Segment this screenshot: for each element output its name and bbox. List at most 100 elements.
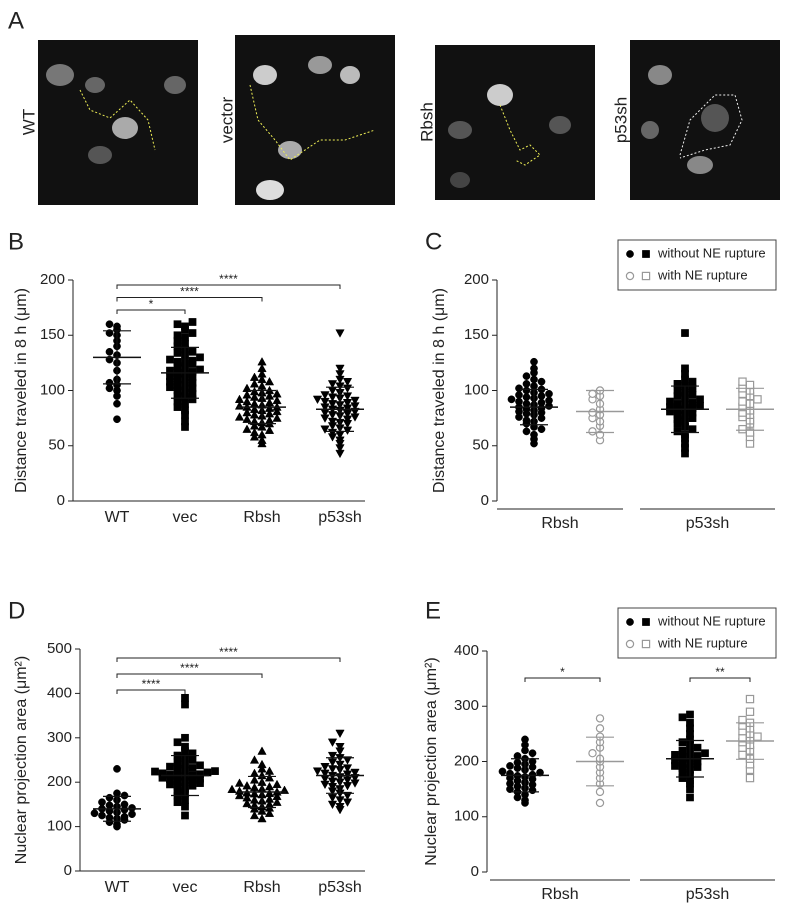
legend-marker bbox=[642, 250, 650, 258]
data-point bbox=[188, 367, 197, 376]
data-point bbox=[272, 779, 282, 789]
data-point bbox=[257, 422, 267, 431]
data-point bbox=[522, 386, 531, 395]
data-point bbox=[738, 397, 747, 406]
data-point bbox=[257, 435, 267, 444]
data-point bbox=[105, 801, 114, 810]
nucleus bbox=[256, 180, 284, 200]
data-point bbox=[264, 808, 275, 817]
data-point bbox=[181, 399, 189, 408]
data-point bbox=[120, 812, 129, 821]
data-point bbox=[342, 378, 353, 387]
data-point bbox=[257, 764, 267, 773]
data-point bbox=[173, 381, 182, 389]
data-point bbox=[188, 764, 197, 772]
legend-marker bbox=[626, 250, 634, 258]
data-point bbox=[120, 800, 129, 809]
nucleus bbox=[641, 121, 659, 139]
data-point bbox=[264, 408, 275, 418]
data-point bbox=[257, 357, 267, 366]
data-point bbox=[113, 399, 121, 408]
data-point bbox=[530, 430, 538, 439]
significance-label: **** bbox=[219, 272, 238, 286]
data-point bbox=[249, 755, 260, 764]
data-point bbox=[272, 395, 282, 405]
data-point bbox=[515, 391, 523, 399]
data-point bbox=[249, 810, 260, 820]
nucleus bbox=[85, 77, 105, 93]
data-point bbox=[188, 749, 197, 758]
data-point bbox=[673, 399, 682, 408]
data-point bbox=[312, 767, 323, 776]
data-point bbox=[105, 378, 114, 387]
data-point bbox=[227, 784, 237, 793]
data-point bbox=[257, 369, 267, 378]
x-tick-label: vec bbox=[173, 879, 198, 896]
legend-label: with NE rupture bbox=[657, 267, 748, 282]
data-point bbox=[196, 365, 204, 374]
data-point bbox=[686, 718, 694, 727]
data-point bbox=[272, 389, 282, 398]
data-point bbox=[196, 353, 204, 362]
data-point bbox=[515, 384, 523, 393]
data-point bbox=[745, 773, 755, 783]
legend-marker bbox=[626, 618, 634, 626]
panel-label: E bbox=[425, 597, 441, 624]
data-point bbox=[537, 392, 546, 400]
data-point bbox=[272, 406, 282, 416]
significance-label: * bbox=[149, 297, 154, 311]
data-point bbox=[738, 424, 747, 434]
y-tick-label: 150 bbox=[464, 326, 489, 343]
data-point bbox=[264, 397, 275, 407]
data-point bbox=[753, 395, 762, 404]
data-point bbox=[678, 738, 687, 747]
track bbox=[249, 84, 376, 161]
data-point bbox=[166, 366, 174, 375]
panel-label: B bbox=[8, 228, 24, 255]
data-point bbox=[264, 766, 275, 775]
significance-label: ** bbox=[715, 665, 725, 679]
data-point bbox=[188, 356, 197, 365]
data-point bbox=[536, 768, 544, 777]
y-axis-label: Nuclear projection area (μm²) bbox=[13, 656, 30, 864]
data-point bbox=[257, 381, 267, 390]
data-point bbox=[595, 714, 605, 723]
data-point bbox=[181, 733, 189, 742]
data-point bbox=[242, 424, 252, 433]
micrographs bbox=[38, 35, 780, 205]
nucleus bbox=[164, 76, 186, 94]
image-label: WT bbox=[19, 109, 38, 135]
data-point bbox=[264, 781, 275, 791]
nucleus bbox=[687, 156, 713, 174]
nucleus bbox=[549, 116, 571, 134]
data-point bbox=[595, 787, 605, 797]
data-point bbox=[335, 329, 345, 338]
data-point bbox=[537, 398, 546, 407]
data-point bbox=[738, 715, 747, 725]
x-tick-label: Rbsh bbox=[243, 879, 280, 896]
track bbox=[499, 104, 541, 166]
data-point bbox=[181, 693, 189, 702]
data-point bbox=[90, 809, 99, 818]
data-point bbox=[257, 429, 267, 439]
data-point bbox=[681, 364, 689, 373]
data-point bbox=[753, 732, 762, 741]
nucleus bbox=[253, 65, 277, 85]
nucleus bbox=[701, 104, 729, 132]
data-point bbox=[673, 380, 682, 388]
significance-bracket bbox=[116, 284, 341, 289]
image-label: vector bbox=[217, 97, 236, 144]
data-point bbox=[545, 396, 553, 405]
data-point bbox=[105, 813, 114, 822]
data-point bbox=[688, 425, 697, 434]
data-point bbox=[257, 363, 267, 373]
nucleus bbox=[308, 56, 332, 74]
y-tick-label: 100 bbox=[464, 381, 489, 398]
data-point bbox=[264, 788, 275, 797]
data-point bbox=[166, 762, 174, 771]
legend-box bbox=[617, 607, 777, 659]
significance-label: **** bbox=[180, 285, 199, 299]
data-point bbox=[513, 752, 522, 760]
data-point bbox=[595, 798, 605, 808]
